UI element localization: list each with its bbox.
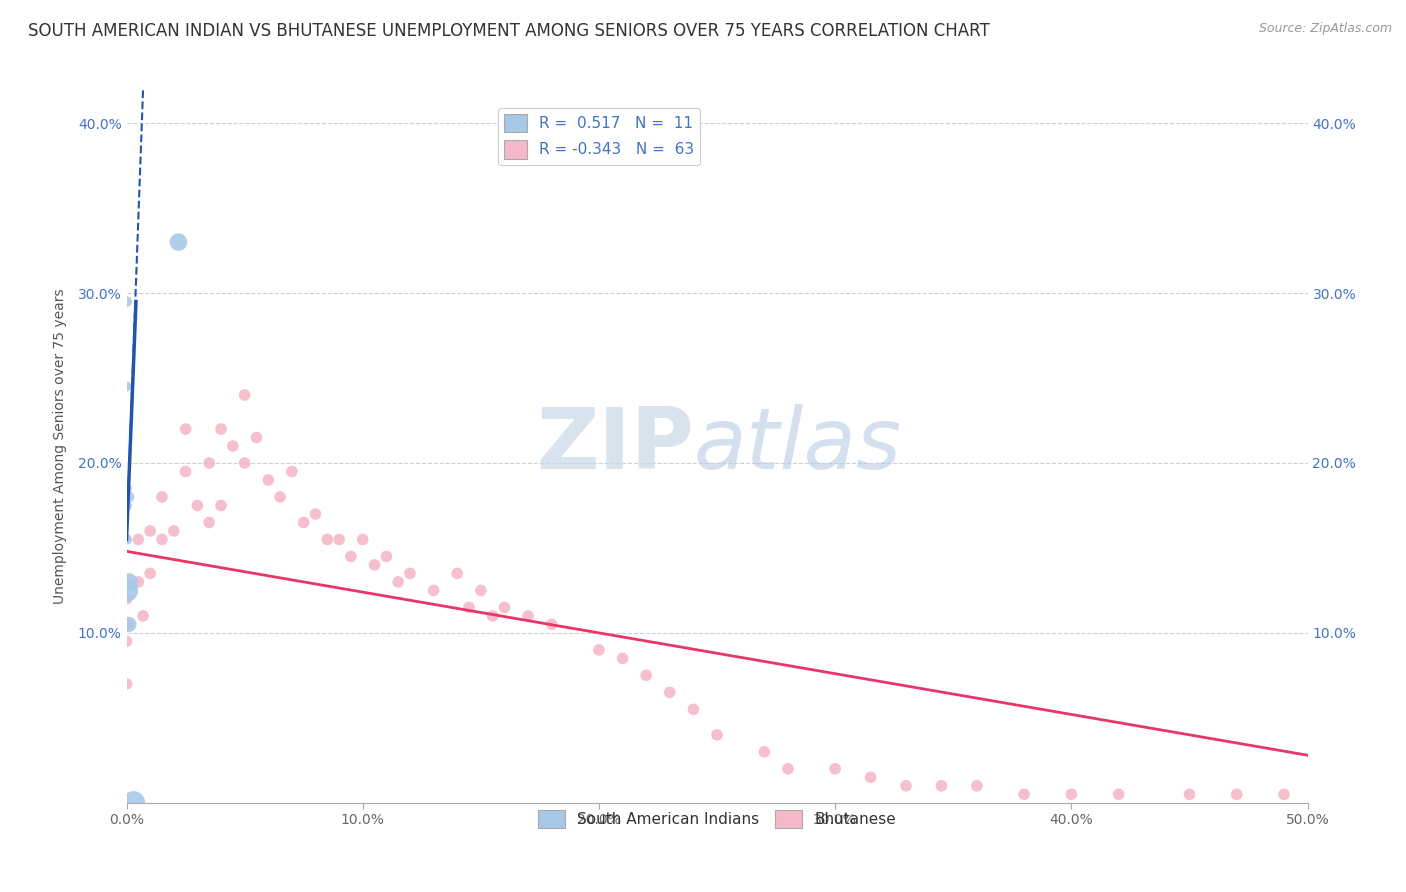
- Point: [706, 728, 728, 742]
- Point: [150, 490, 173, 504]
- Point: [481, 608, 503, 623]
- Point: [163, 524, 186, 538]
- Point: [139, 524, 162, 538]
- Point: [198, 516, 221, 530]
- Point: [328, 533, 350, 547]
- Point: [186, 499, 208, 513]
- Text: ZIP: ZIP: [536, 404, 693, 488]
- Point: [127, 533, 149, 547]
- Point: [399, 566, 422, 581]
- Point: [269, 490, 291, 504]
- Legend: South American Indians, Bhutanese: South American Indians, Bhutanese: [531, 804, 903, 834]
- Point: [612, 651, 634, 665]
- Point: [115, 617, 138, 632]
- Point: [446, 566, 468, 581]
- Point: [540, 617, 562, 632]
- Point: [1012, 787, 1035, 801]
- Point: [115, 499, 138, 513]
- Point: [458, 600, 481, 615]
- Point: [257, 473, 280, 487]
- Point: [233, 456, 256, 470]
- Point: [682, 702, 704, 716]
- Point: [209, 499, 232, 513]
- Point: [387, 574, 409, 589]
- Point: [115, 294, 138, 309]
- Point: [132, 608, 155, 623]
- Point: [966, 779, 988, 793]
- Point: [115, 591, 138, 606]
- Point: [316, 533, 339, 547]
- Point: [1272, 787, 1295, 801]
- Point: [174, 465, 197, 479]
- Point: [115, 583, 138, 598]
- Point: [174, 422, 197, 436]
- Point: [115, 533, 138, 547]
- Point: [139, 566, 162, 581]
- Point: [115, 379, 138, 393]
- Point: [636, 668, 658, 682]
- Y-axis label: Unemployment Among Seniors over 75 years: Unemployment Among Seniors over 75 years: [52, 288, 66, 604]
- Point: [292, 516, 315, 530]
- Point: [363, 558, 385, 572]
- Point: [1226, 787, 1249, 801]
- Point: [115, 634, 138, 648]
- Point: [222, 439, 245, 453]
- Point: [422, 583, 444, 598]
- Point: [1108, 787, 1130, 801]
- Point: [150, 533, 173, 547]
- Point: [167, 235, 190, 249]
- Point: [209, 422, 232, 436]
- Point: [894, 779, 917, 793]
- Text: SOUTH AMERICAN INDIAN VS BHUTANESE UNEMPLOYMENT AMONG SENIORS OVER 75 YEARS CORR: SOUTH AMERICAN INDIAN VS BHUTANESE UNEMP…: [28, 22, 990, 40]
- Point: [115, 677, 138, 691]
- Point: [352, 533, 374, 547]
- Point: [340, 549, 363, 564]
- Point: [118, 617, 141, 632]
- Point: [859, 770, 882, 784]
- Point: [931, 779, 953, 793]
- Point: [115, 482, 138, 496]
- Point: [494, 600, 516, 615]
- Text: atlas: atlas: [693, 404, 901, 488]
- Point: [470, 583, 492, 598]
- Point: [375, 549, 398, 564]
- Point: [588, 643, 610, 657]
- Point: [824, 762, 846, 776]
- Point: [1060, 787, 1083, 801]
- Point: [127, 574, 149, 589]
- Point: [198, 456, 221, 470]
- Point: [281, 465, 304, 479]
- Text: Source: ZipAtlas.com: Source: ZipAtlas.com: [1258, 22, 1392, 36]
- Point: [1178, 787, 1201, 801]
- Point: [118, 574, 141, 589]
- Point: [304, 507, 326, 521]
- Point: [118, 490, 141, 504]
- Point: [122, 796, 145, 810]
- Point: [517, 608, 540, 623]
- Point: [233, 388, 256, 402]
- Point: [245, 430, 267, 444]
- Point: [776, 762, 799, 776]
- Point: [754, 745, 776, 759]
- Point: [658, 685, 681, 699]
